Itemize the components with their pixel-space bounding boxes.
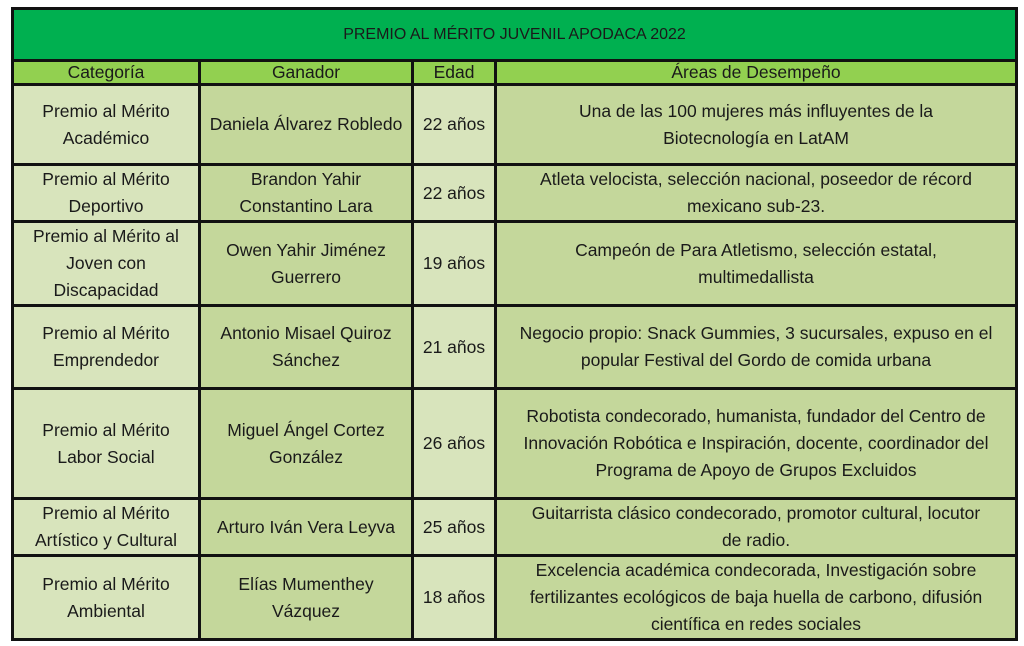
winner-cell: Brandon Yahir Constantino Lara [198,163,414,223]
winner-cell: Owen Yahir Jiménez Guerrero [198,220,414,307]
table-row: Premio al Mérito Emprendedor Antonio Mis… [11,304,1019,390]
age-cell: 18 años [411,554,497,641]
header-row: Categoría Ganador Edad Áreas de Desempeñ… [11,59,1019,86]
table-row: Premio al Mérito al Joven con Discapacid… [11,220,1019,307]
age-cell: 21 años [411,304,497,390]
age-cell: 22 años [411,163,497,223]
category-cell: Premio al Mérito al Joven con Discapacid… [11,220,201,307]
winner-cell: Daniela Álvarez Robledo [198,83,414,166]
category-cell: Premio al Mérito Artístico y Cultural [11,497,201,557]
header-category: Categoría [11,59,201,86]
winner-cell: Antonio Misael Quiroz Sánchez [198,304,414,390]
header-winner: Ganador [198,59,414,86]
age-cell: 25 años [411,497,497,557]
winner-cell: Arturo Iván Vera Leyva [198,497,414,557]
areas-cell: Campeón de Para Atletismo, selección est… [493,220,1019,307]
winner-cell: Elías Mumenthey Vázquez [198,554,414,641]
table-row: Premio al Mérito Artístico y Cultural Ar… [11,497,1019,557]
age-cell: 19 años [411,220,497,307]
areas-cell: Negocio propio: Snack Gummies, 3 sucursa… [493,304,1019,390]
category-cell: Premio al Mérito Deportivo [11,163,201,223]
winner-cell: Miguel Ángel Cortez González [198,387,414,500]
header-areas: Áreas de Desempeño [493,59,1019,86]
age-cell: 26 años [411,387,497,500]
table-row: Premio al Mérito Labor Social Miguel Áng… [11,387,1019,500]
awards-table: PREMIO AL MÉRITO JUVENIL APODACA 2022 Ca… [10,7,1019,641]
category-cell: Premio al Mérito Labor Social [11,387,201,500]
age-cell: 22 años [411,83,497,166]
table-row: Premio al Mérito Deportivo Brandon Yahir… [11,163,1019,223]
table-row: Premio al Mérito Académico Daniela Álvar… [11,83,1019,166]
category-cell: Premio al Mérito Académico [11,83,201,166]
areas-cell: Atleta velocista, selección nacional, po… [493,163,1019,223]
table-row: Premio al Mérito Ambiental Elías Mumenth… [11,554,1019,641]
header-age: Edad [411,59,497,86]
areas-cell: Una de las 100 mujeres más influyentes d… [493,83,1019,166]
areas-cell: Guitarrista clásico condecorado, promoto… [493,497,1019,557]
areas-cell: Robotista condecorado, humanista, fundad… [493,387,1019,500]
table-title: PREMIO AL MÉRITO JUVENIL APODACA 2022 [10,7,1019,62]
category-cell: Premio al Mérito Emprendedor [11,304,201,390]
areas-cell: Excelencia académica condecorada, Invest… [493,554,1019,641]
category-cell: Premio al Mérito Ambiental [11,554,201,641]
